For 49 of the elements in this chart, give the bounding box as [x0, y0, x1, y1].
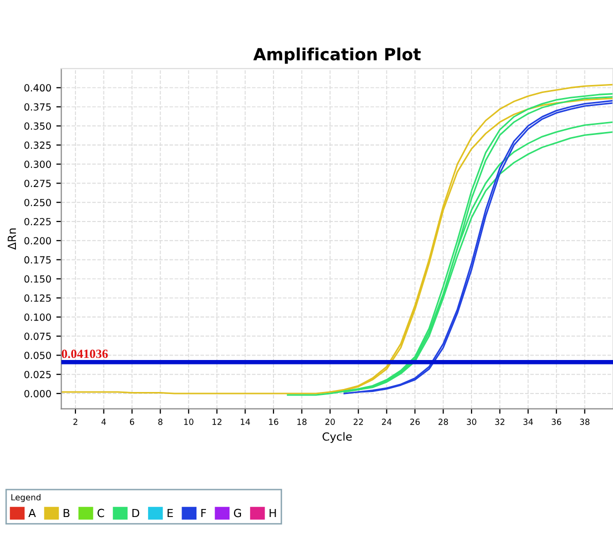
y-tick-label: 0.250	[24, 198, 51, 206]
y-tick-label: 0.025	[24, 370, 51, 378]
y-tick-label: 0.000	[24, 390, 51, 398]
y-tick-label: 0.125	[24, 294, 51, 302]
x-tick-label: 6	[130, 418, 134, 425]
y-tick-label: 0.075	[24, 332, 51, 340]
y-tick-label: 0.375	[24, 103, 51, 111]
x-tick-label: 32	[495, 418, 504, 425]
x-tick-label: 4	[101, 418, 106, 425]
legend-label: C	[98, 508, 104, 518]
legend-label: E	[168, 508, 173, 518]
y-tick-label: 0.275	[24, 180, 51, 188]
y-tick-label: 0.200	[24, 237, 51, 244]
x-tick-label: 22	[354, 418, 363, 425]
y-tick-label: 0.400	[24, 84, 51, 92]
x-tick-label: 20	[325, 418, 335, 425]
chart-title: Amplification Plot	[253, 48, 421, 64]
x-tick-label: 26	[410, 418, 420, 425]
x-tick-label: 28	[438, 418, 448, 425]
legend-label: D	[132, 508, 140, 518]
x-tick-label: 10	[184, 418, 194, 425]
x-tick-label: 2	[73, 418, 78, 425]
legend-label: A	[28, 508, 36, 518]
x-tick-label: 30	[466, 418, 476, 425]
x-tick-label: 12	[212, 418, 222, 425]
x-tick-label: 18	[297, 418, 307, 425]
y-tick-label: 0.350	[24, 122, 51, 130]
y-tick-label: 0.175	[24, 256, 51, 264]
y-tick-label: 0.225	[24, 218, 51, 226]
x-tick-label: 24	[382, 418, 392, 425]
x-tick-label: 14	[240, 418, 250, 425]
y-tick-label: 0.100	[24, 314, 51, 321]
x-axis-title: Cycle	[322, 432, 352, 443]
legend-label: G	[234, 508, 241, 518]
legend-label: F	[201, 508, 206, 518]
y-axis-title: ΔRn	[8, 228, 16, 250]
legend-label: H	[270, 508, 276, 518]
legend-title: Legend	[11, 494, 40, 502]
y-tick-label: 0.325	[24, 142, 51, 149]
x-tick-label: 8	[158, 418, 162, 425]
x-tick-label: 38	[580, 418, 590, 425]
y-tick-label: 0.300	[24, 160, 51, 168]
x-tick-label: 16	[269, 418, 278, 425]
y-tick-label: 0.150	[24, 275, 51, 283]
legend-label: B	[64, 508, 70, 518]
x-tick-label: 36	[552, 418, 562, 425]
x-tick-label: 34	[523, 418, 533, 425]
ref-line-label: 0.041036	[62, 350, 108, 358]
y-tick-label: 0.050	[24, 352, 51, 360]
